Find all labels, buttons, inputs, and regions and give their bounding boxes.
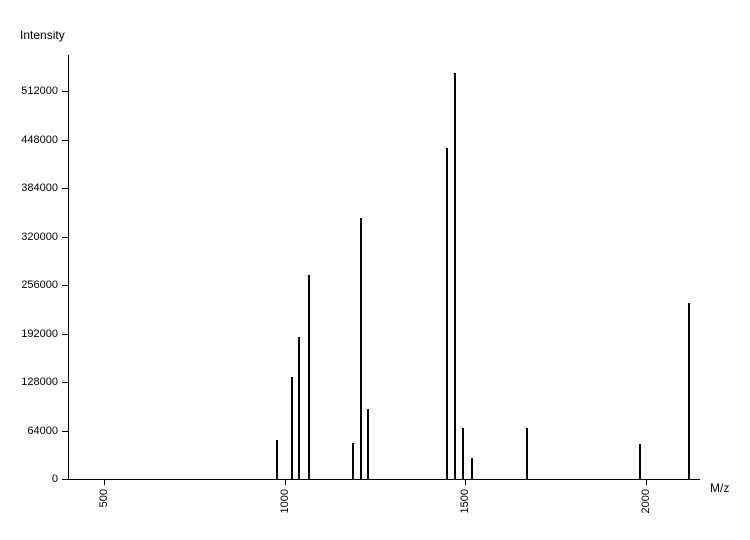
x-tick: [646, 479, 647, 485]
x-tick: [104, 479, 105, 485]
spectrum-peak: [639, 444, 641, 479]
spectrum-peak: [352, 443, 354, 479]
y-tick: [62, 479, 68, 480]
y-tick-label: 128000: [0, 376, 58, 388]
y-axis-line: [68, 55, 69, 479]
spectrum-peak: [276, 440, 278, 479]
y-tick: [62, 334, 68, 335]
spectrum-peak: [367, 409, 369, 479]
y-tick-label: 0: [0, 473, 58, 485]
y-tick: [62, 140, 68, 141]
y-tick-label: 512000: [0, 85, 58, 97]
spectrum-peak: [446, 148, 448, 479]
x-axis-line: [68, 479, 700, 480]
y-tick: [62, 188, 68, 189]
x-axis-title: M/z: [710, 481, 729, 495]
y-tick-label: 256000: [0, 279, 58, 291]
spectrum-peak: [454, 73, 456, 479]
spectrum-peak: [298, 337, 300, 479]
y-tick-label: 320000: [0, 231, 58, 243]
y-tick: [62, 285, 68, 286]
y-tick: [62, 382, 68, 383]
y-tick-label: 192000: [0, 328, 58, 340]
spectrum-peak: [471, 458, 473, 479]
x-tick-label: 1000: [279, 489, 291, 513]
y-tick-label: 384000: [0, 182, 58, 194]
spectrum-peak: [688, 303, 690, 479]
spectrum-peak: [291, 377, 293, 479]
spectrum-peak: [360, 218, 362, 479]
x-tick: [465, 479, 466, 485]
y-tick: [62, 91, 68, 92]
y-tick-label: 448000: [0, 134, 58, 146]
y-tick: [62, 431, 68, 432]
y-tick-label: 64000: [0, 425, 58, 437]
y-tick: [62, 237, 68, 238]
spectrum-peak: [526, 428, 528, 479]
spectrum-peak: [462, 428, 464, 479]
spectrum-peak: [308, 275, 310, 479]
x-tick-label: 1500: [459, 489, 471, 513]
x-tick: [285, 479, 286, 485]
x-tick-label: 2000: [640, 489, 652, 513]
mass-spectrum-chart: Intensity M/z 0 64000 128000 192000 256000 32…: [0, 0, 750, 540]
y-axis-title: Intensity: [20, 28, 65, 42]
x-tick-label: 500: [98, 489, 110, 507]
